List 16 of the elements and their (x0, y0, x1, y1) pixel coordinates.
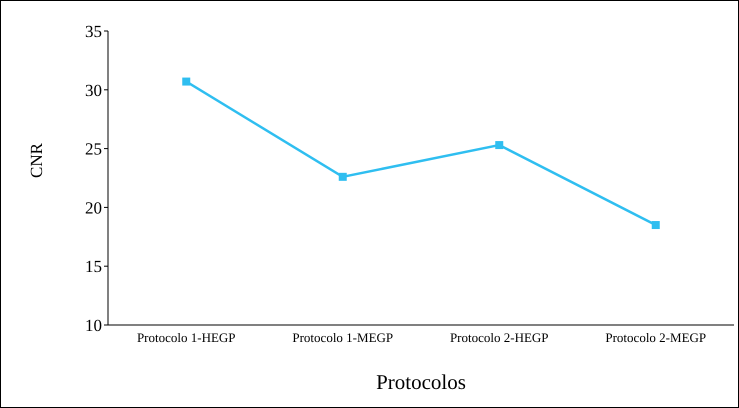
x-tick-label: Protocolo 2-MEGP (605, 330, 706, 346)
point (338, 172, 347, 181)
x-tick-label: Protocolo 1-HEGP (136, 330, 236, 346)
x-tick-label: Protocolo 2-HEGP (450, 330, 549, 346)
point (652, 221, 660, 230)
y-tick-label: 25 (85, 140, 102, 159)
point (495, 141, 504, 150)
y-tick-label: 10 (85, 316, 102, 336)
y-tick-label: 20 (85, 198, 102, 218)
x-axis-title: Protocolos (376, 370, 466, 394)
x-tick-label: Protocolo 1-MEGP (292, 330, 394, 346)
y-tick-label: 30 (85, 80, 102, 100)
y-tick-label: 15 (85, 257, 102, 276)
point (182, 78, 190, 86)
y-axis-title: CNR (27, 142, 46, 178)
y-tick-label: 35 (85, 22, 102, 42)
